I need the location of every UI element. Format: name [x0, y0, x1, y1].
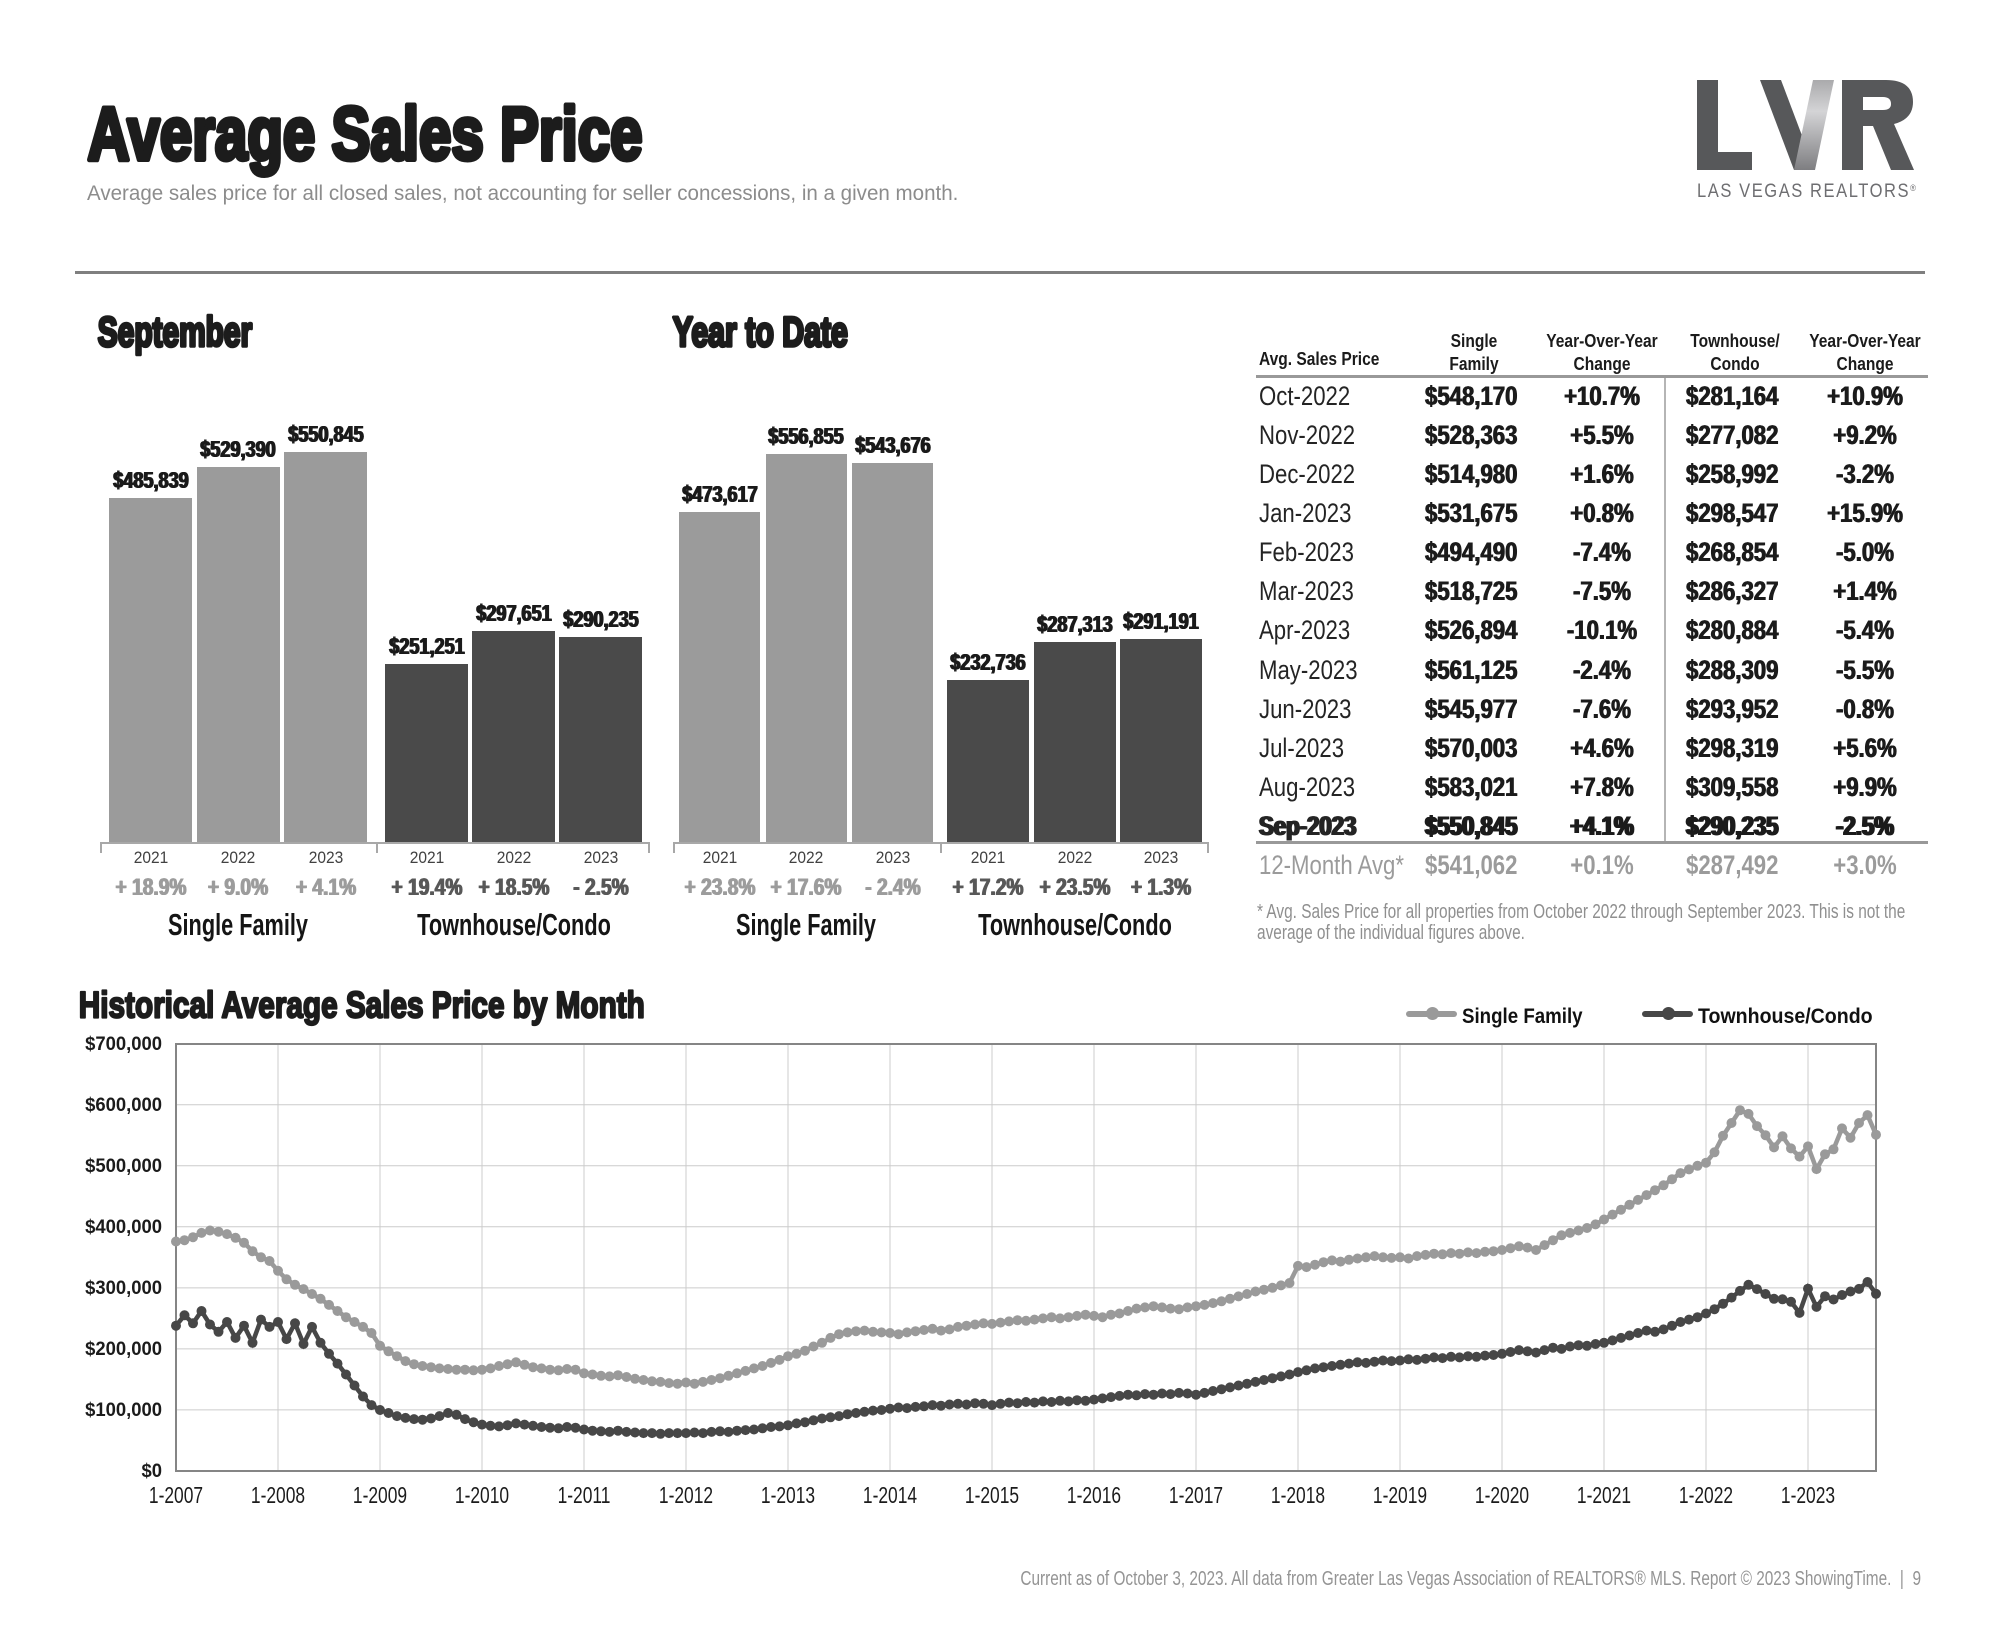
svg-text:Average Sales Price: Average Sales Price	[88, 92, 643, 176]
svg-text:Year to Date: Year to Date	[673, 309, 848, 356]
svg-text:September: September	[98, 308, 252, 355]
svg-text:Historical Average Sales Price: Historical Average Sales Price by Month	[79, 984, 645, 1026]
